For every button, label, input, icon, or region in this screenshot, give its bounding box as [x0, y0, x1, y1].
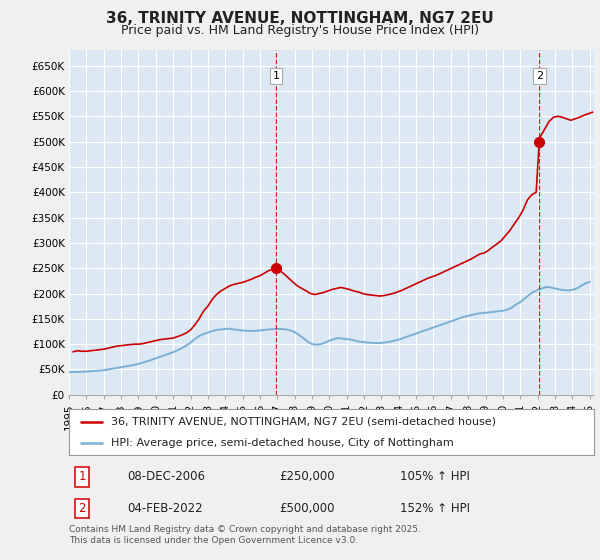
- Text: 1: 1: [272, 71, 280, 81]
- Text: £250,000: £250,000: [279, 470, 335, 483]
- Text: 1: 1: [79, 470, 86, 483]
- Text: 36, TRINITY AVENUE, NOTTINGHAM, NG7 2EU (semi-detached house): 36, TRINITY AVENUE, NOTTINGHAM, NG7 2EU …: [111, 417, 496, 427]
- Text: 2: 2: [536, 71, 543, 81]
- Text: 08-DEC-2006: 08-DEC-2006: [127, 470, 205, 483]
- Text: HPI: Average price, semi-detached house, City of Nottingham: HPI: Average price, semi-detached house,…: [111, 438, 454, 448]
- Text: 105% ↑ HPI: 105% ↑ HPI: [400, 470, 470, 483]
- Text: Contains HM Land Registry data © Crown copyright and database right 2025.
This d: Contains HM Land Registry data © Crown c…: [69, 525, 421, 545]
- Text: 152% ↑ HPI: 152% ↑ HPI: [400, 502, 470, 515]
- Text: 04-FEB-2022: 04-FEB-2022: [127, 502, 202, 515]
- Text: 36, TRINITY AVENUE, NOTTINGHAM, NG7 2EU: 36, TRINITY AVENUE, NOTTINGHAM, NG7 2EU: [106, 11, 494, 26]
- Text: £500,000: £500,000: [279, 502, 335, 515]
- Text: Price paid vs. HM Land Registry's House Price Index (HPI): Price paid vs. HM Land Registry's House …: [121, 24, 479, 36]
- Text: 2: 2: [79, 502, 86, 515]
